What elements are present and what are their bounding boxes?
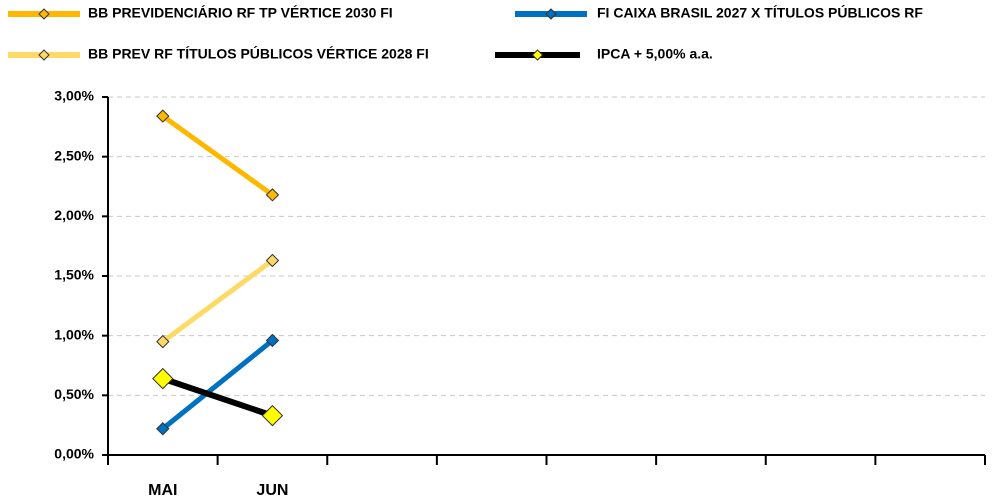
y-tick-label: 3,00% (54, 88, 94, 104)
legend-label: BB PREV RF TÍTULOS PÚBLICOS VÉRTICE 2028… (88, 45, 429, 62)
legend-marker (545, 8, 557, 20)
legend-label: IPCA + 5,00% a.a. (597, 46, 713, 62)
legend-marker (38, 49, 50, 61)
y-tick-label: 1,50% (54, 267, 94, 283)
data-point (265, 188, 280, 202)
legend-marker (531, 49, 544, 61)
y-tick-label: 0,50% (54, 386, 94, 402)
series-line (160, 337, 275, 432)
y-tick-label: 2,50% (54, 147, 94, 163)
legend-label: FI CAIXA BRASIL 2027 X TÍTULOS PÚBLICOS … (597, 4, 923, 21)
y-tick-label: 1,00% (54, 326, 94, 342)
data-point (156, 334, 170, 349)
data-point (265, 253, 280, 268)
data-point (152, 367, 174, 390)
x-tick-label: MAI (148, 482, 177, 499)
y-tick-label: 2,00% (54, 207, 94, 223)
data-point (265, 333, 280, 348)
series-line (160, 113, 275, 198)
data-point (156, 422, 170, 436)
y-tick-label: 0,00% (54, 446, 94, 462)
data-point (261, 404, 284, 427)
series-line (160, 257, 275, 345)
series-line (159, 375, 276, 419)
x-tick-label: JUN (256, 482, 288, 499)
data-point (156, 109, 170, 123)
legend-label: BB PREVIDENCIÁRIO RF TP VÉRTICE 2030 FI (88, 5, 393, 21)
legend-marker (38, 8, 50, 20)
